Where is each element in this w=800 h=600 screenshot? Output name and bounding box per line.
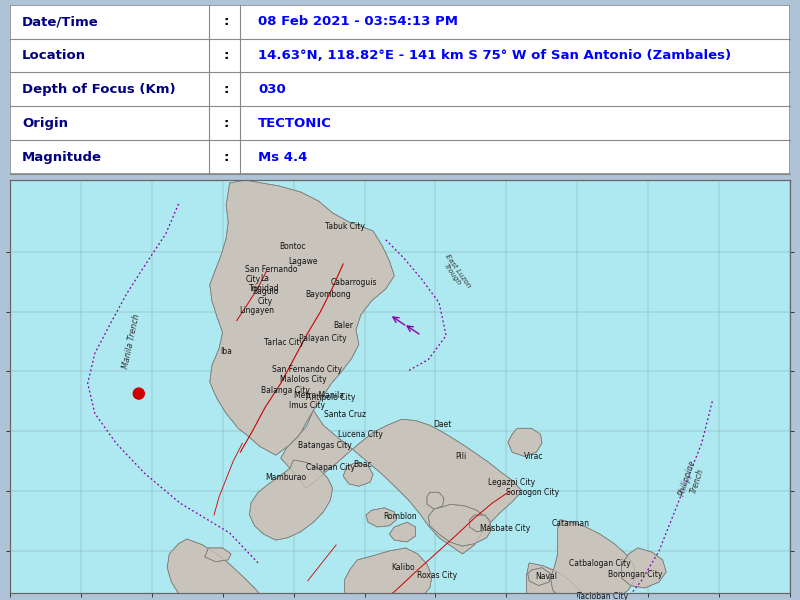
Polygon shape xyxy=(470,515,491,532)
Text: Batangas City: Batangas City xyxy=(298,441,351,450)
Text: Balanga City: Balanga City xyxy=(261,386,310,395)
Text: Tabuk City: Tabuk City xyxy=(325,221,365,230)
Text: Naval: Naval xyxy=(535,572,557,581)
Text: Origin: Origin xyxy=(22,117,68,130)
Text: TECTONIC: TECTONIC xyxy=(258,117,332,130)
Text: Antipolo City: Antipolo City xyxy=(306,392,356,401)
Text: San Fernando
City: San Fernando City xyxy=(246,265,298,284)
Polygon shape xyxy=(343,463,373,487)
Polygon shape xyxy=(428,504,492,546)
Text: Daet: Daet xyxy=(434,420,452,429)
Polygon shape xyxy=(390,522,416,542)
Text: :: : xyxy=(223,15,229,28)
Text: Romblon: Romblon xyxy=(384,512,418,521)
Polygon shape xyxy=(210,180,394,455)
Polygon shape xyxy=(622,548,666,588)
Text: Location: Location xyxy=(22,49,86,62)
Text: Masbate City: Masbate City xyxy=(480,524,530,533)
Text: Bontoc: Bontoc xyxy=(279,242,306,251)
Polygon shape xyxy=(519,563,586,600)
Text: Lingayen: Lingayen xyxy=(239,306,274,315)
Text: La
Trinidad: La Trinidad xyxy=(249,274,280,293)
Text: Boac: Boac xyxy=(353,460,372,469)
FancyBboxPatch shape xyxy=(10,5,790,174)
Polygon shape xyxy=(250,460,333,540)
Text: Philippine
Trench: Philippine Trench xyxy=(678,458,707,500)
Text: :: : xyxy=(223,49,229,62)
Text: Palayan City: Palayan City xyxy=(299,334,347,343)
Text: 08 Feb 2021 - 03:54:13 PM: 08 Feb 2021 - 03:54:13 PM xyxy=(258,15,458,28)
Text: Imus City: Imus City xyxy=(289,401,325,410)
Text: Borongan City: Borongan City xyxy=(608,570,662,579)
Text: Roxas City: Roxas City xyxy=(417,571,457,580)
Text: Catbalogan City: Catbalogan City xyxy=(569,559,630,568)
Text: Baguio
City: Baguio City xyxy=(252,287,278,307)
Text: Legazpi City: Legazpi City xyxy=(488,478,535,487)
Text: Catarman: Catarman xyxy=(552,519,590,528)
Text: 030: 030 xyxy=(258,83,286,96)
Text: Tacloban City: Tacloban City xyxy=(578,592,629,600)
Text: San Fernando City: San Fernando City xyxy=(271,365,342,374)
Polygon shape xyxy=(345,548,432,600)
Text: Kalibo: Kalibo xyxy=(390,563,414,572)
Polygon shape xyxy=(366,508,397,527)
Text: Ms 4.4: Ms 4.4 xyxy=(258,151,307,164)
Polygon shape xyxy=(427,492,444,509)
Polygon shape xyxy=(205,548,231,562)
Text: Magnitude: Magnitude xyxy=(22,151,102,164)
Polygon shape xyxy=(508,428,542,457)
Text: :: : xyxy=(223,151,229,164)
Text: :: : xyxy=(223,83,229,96)
Text: Santa Cruz: Santa Cruz xyxy=(324,410,366,419)
Text: Cabarroguis: Cabarroguis xyxy=(330,278,377,287)
Text: Lagawe: Lagawe xyxy=(288,257,318,266)
Text: Pili: Pili xyxy=(455,452,466,461)
Text: Manila Trench: Manila Trench xyxy=(122,313,142,370)
Point xyxy=(132,389,145,398)
Text: Baler: Baler xyxy=(334,322,354,331)
Text: Depth of Focus (Km): Depth of Focus (Km) xyxy=(22,83,176,96)
Polygon shape xyxy=(550,520,636,600)
Text: Iba: Iba xyxy=(221,347,232,356)
Polygon shape xyxy=(528,568,550,586)
Text: Mamburao: Mamburao xyxy=(265,473,306,482)
Text: Malolos City: Malolos City xyxy=(280,376,326,385)
Text: Sorsogon City: Sorsogon City xyxy=(506,488,559,497)
Text: Tarlac City: Tarlac City xyxy=(265,338,305,347)
Text: 14.63°N, 118.82°E - 141 km S 75° W of San Antonio (Zambales): 14.63°N, 118.82°E - 141 km S 75° W of Sa… xyxy=(258,49,731,62)
Polygon shape xyxy=(281,410,522,554)
Polygon shape xyxy=(167,539,279,600)
Text: Bayombong: Bayombong xyxy=(306,290,351,299)
Text: East Luzon
Trough: East Luzon Trough xyxy=(438,253,472,293)
Text: :: : xyxy=(223,117,229,130)
Text: Date/Time: Date/Time xyxy=(22,15,99,28)
Polygon shape xyxy=(455,596,508,600)
Text: Virac: Virac xyxy=(523,452,543,461)
Text: Calapan City: Calapan City xyxy=(306,463,355,472)
Text: Lucena City: Lucena City xyxy=(338,430,382,439)
Text: Metro Manila: Metro Manila xyxy=(294,391,343,400)
